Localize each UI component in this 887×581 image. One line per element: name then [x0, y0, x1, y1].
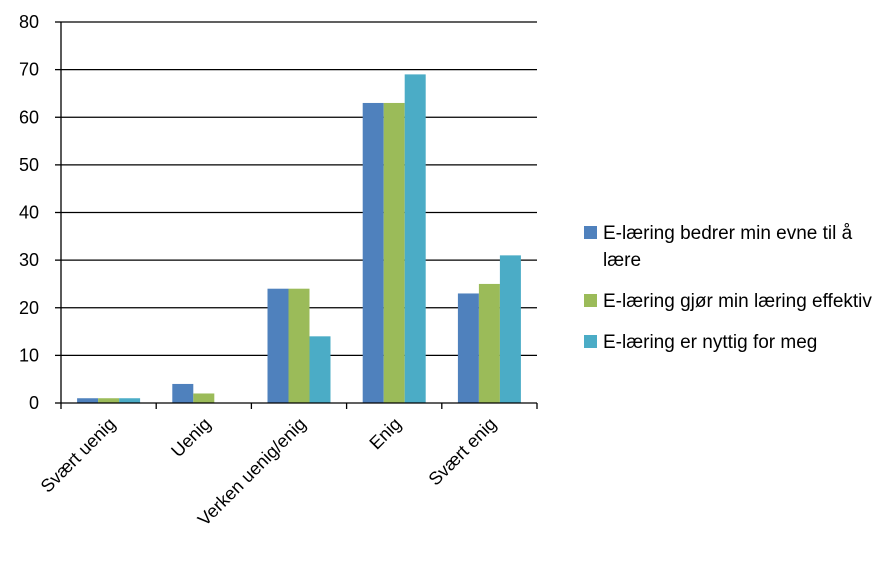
legend-label: E-læring er nyttig for meg [603, 332, 818, 353]
legend-label: E-læring gjør min læring effektiv [603, 291, 872, 312]
bar [309, 336, 331, 403]
y-tick-label: 30 [19, 250, 39, 270]
y-tick-label: 10 [19, 345, 39, 365]
y-tick-label: 50 [19, 155, 39, 175]
y-tick-labels: 0 10 20 30 40 50 60 70 80 [19, 12, 39, 413]
y-tick-label: 20 [19, 298, 39, 318]
axes [55, 21, 538, 409]
x-tick-label: Enig [365, 414, 405, 454]
bar [172, 383, 194, 403]
y-tick-label: 60 [19, 107, 39, 127]
legend-swatch [584, 226, 597, 239]
bar [119, 398, 141, 403]
y-tick-label: 70 [19, 60, 39, 80]
y-tick-label: 0 [29, 393, 39, 413]
legend-item: E-læring er nyttig for meg [584, 329, 884, 356]
legend-item: E-læring bedrer min evne til å lære [584, 220, 884, 274]
bar [77, 398, 99, 403]
x-tick-label: Uenig [167, 414, 214, 461]
bar [383, 102, 405, 404]
bar [404, 74, 426, 403]
bar [457, 293, 479, 403]
gridlines [61, 21, 537, 357]
legend-label: E-læring bedrer min evne til å lære [603, 223, 853, 271]
bars [77, 74, 521, 404]
bar [478, 283, 500, 403]
bar [98, 398, 120, 403]
bar [499, 255, 521, 403]
bar [288, 288, 310, 403]
bar [362, 102, 384, 404]
legend-item: E-læring gjør min læring effektiv [584, 288, 884, 315]
y-tick-label: 80 [19, 12, 39, 32]
legend-swatch [584, 294, 597, 307]
x-tick-label: Svært uenig [37, 414, 120, 497]
legend: E-læring bedrer min evne til å lære E-læ… [584, 220, 884, 370]
bar [267, 288, 289, 403]
x-tick-label: Svært enig [425, 414, 501, 490]
y-tick-label: 40 [19, 203, 39, 223]
legend-swatch [584, 335, 597, 348]
bar [193, 393, 215, 403]
